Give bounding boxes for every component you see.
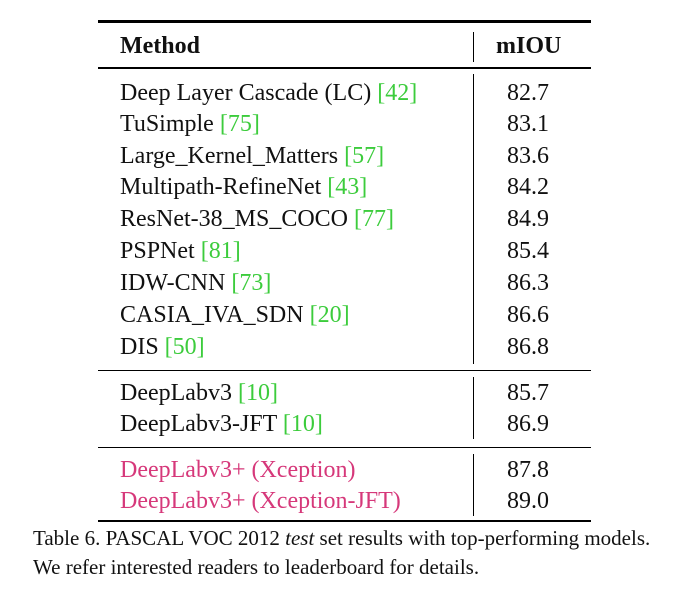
table-row: DeepLabv3+ (Xception-JFT) 89.0 [98,488,591,519]
method-name: Large_Kernel_Matters [57] [120,143,385,169]
method-name: IDW-CNN [73] [120,270,272,296]
method-name: CASIA_IVA_SDN [20] [120,302,350,328]
table-row: DeepLabv3 [10] 85.7 [98,380,591,411]
method-name: DeepLabv3+ (Xception) [120,457,356,483]
table-row: Large_Kernel_Matters [57] 83.6 [98,143,591,174]
table-top-rule [98,20,591,23]
miou-value: 86.6 [507,302,549,328]
table-header-rule [98,67,591,69]
miou-value: 85.7 [507,380,549,406]
method-name: DeepLabv3-JFT [10] [120,411,323,437]
miou-value: 85.4 [507,238,549,264]
method-name: PSPNet [81] [120,238,241,264]
method-name: Multipath-RefineNet [43] [120,174,368,200]
header-miou: mIOU [496,33,562,59]
table-row: Deep Layer Cascade (LC) [42] 82.7 [98,80,591,111]
group-divider-rule [98,447,591,448]
table-row: IDW-CNN [73] 86.3 [98,270,591,301]
miou-value: 84.9 [507,206,549,232]
method-name: Deep Layer Cascade (LC) [42] [120,80,418,106]
miou-value: 89.0 [507,488,549,514]
table-row: ResNet-38_MS_COCO [77] 84.9 [98,206,591,237]
miou-value: 87.8 [507,457,549,483]
method-name: DeepLabv3 [10] [120,380,278,406]
miou-value: 83.1 [507,111,549,137]
method-name: DIS [50] [120,334,205,360]
miou-value: 86.3 [507,270,549,296]
method-name: DeepLabv3+ (Xception-JFT) [120,488,401,514]
table-caption: Table 6. PASCAL VOC 2012 test set result… [33,526,651,579]
table-row: DeepLabv3-JFT [10] 86.9 [98,411,591,442]
method-name: TuSimple [75] [120,111,260,137]
group2-column-divider [473,377,474,439]
header-method: Method [120,33,200,59]
method-name: ResNet-38_MS_COCO [77] [120,206,395,232]
table-row: DIS [50] 86.8 [98,334,591,365]
table-row: PSPNet [81] 85.4 [98,238,591,269]
group3-column-divider [473,454,474,516]
table-row: TuSimple [75] 83.1 [98,111,591,142]
miou-value: 86.9 [507,411,549,437]
group-divider-rule [98,370,591,371]
miou-value: 82.7 [507,80,549,106]
miou-value: 86.8 [507,334,549,360]
header-column-divider [473,32,474,62]
table-row: Multipath-RefineNet [43] 84.2 [98,174,591,205]
table-row: DeepLabv3+ (Xception) 87.8 [98,457,591,488]
table-row: CASIA_IVA_SDN [20] 86.6 [98,302,591,333]
miou-value: 84.2 [507,174,549,200]
miou-value: 83.6 [507,143,549,169]
group1-column-divider [473,74,474,364]
table-bottom-rule [98,520,591,522]
